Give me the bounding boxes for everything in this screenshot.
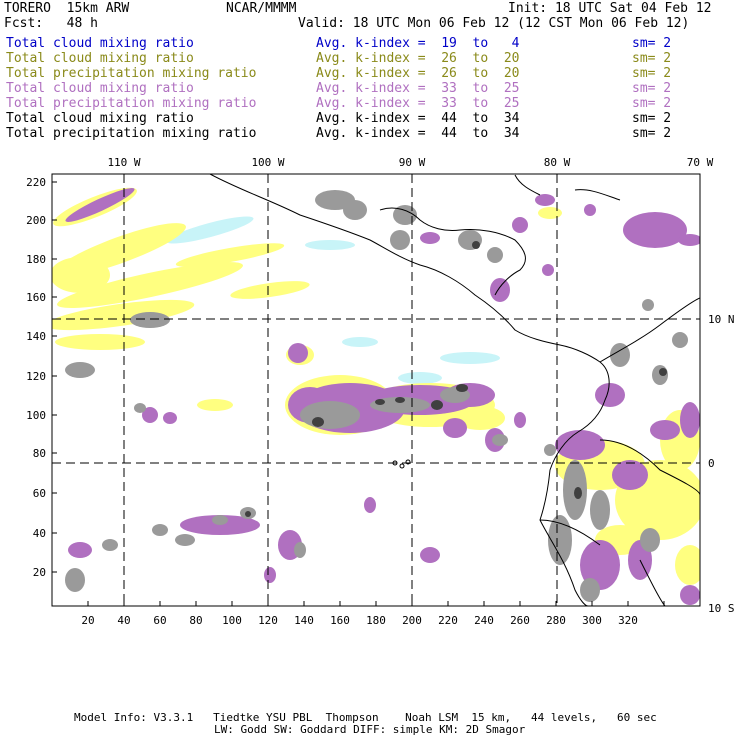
x-tick-label: 200 xyxy=(402,614,422,627)
y-tick-label: 20 xyxy=(33,566,46,579)
x-tick-label: 80 xyxy=(189,614,202,627)
legend-row-sm: sm= 2 xyxy=(632,36,672,51)
x-tick-label: 220 xyxy=(438,614,458,627)
x-tick-label: 320 xyxy=(618,614,638,627)
lat-label: 10 N xyxy=(708,313,735,326)
legend-row-index: Avg. k-index = 44 to 34 xyxy=(316,126,520,141)
y-tick-label: 200 xyxy=(26,214,46,227)
model-info-line2: LW: Godd SW: Goddard DIFF: simple KM: 2D… xyxy=(214,723,526,736)
legend-row-index: Avg. k-index = 33 to 25 xyxy=(316,96,520,111)
legend-row-field: Total precipitation mixing ratio xyxy=(6,66,257,81)
legend-row-field: Total cloud mixing ratio xyxy=(6,111,194,126)
legend-row-field: Total cloud mixing ratio xyxy=(6,36,194,51)
legend-row-index: Avg. k-index = 26 to 20 xyxy=(316,51,520,66)
legend-row-index: Avg. k-index = 33 to 25 xyxy=(316,81,520,96)
legend-row-sm: sm= 2 xyxy=(632,96,672,111)
x-tick-label: 60 xyxy=(153,614,166,627)
x-tick-marks xyxy=(87,601,665,606)
lon-label: 110 W xyxy=(107,156,140,169)
x-tick-label: 280 xyxy=(546,614,566,627)
gray-cloud-layer xyxy=(65,190,688,602)
organization: NCAR/MMMM xyxy=(226,1,297,16)
legend-row-index: Avg. k-index = 26 to 20 xyxy=(316,66,520,81)
lat-label: 10 S xyxy=(708,602,735,615)
y-tick-label: 180 xyxy=(26,253,46,266)
graticule xyxy=(52,174,700,606)
x-tick-label: 120 xyxy=(258,614,278,627)
legend-row-field: Total precipitation mixing ratio xyxy=(6,126,257,141)
legend-row-sm: sm= 2 xyxy=(632,111,672,126)
x-tick-label: 20 xyxy=(81,614,94,627)
legend-row-sm: sm= 2 xyxy=(632,51,672,66)
x-tick-label: 140 xyxy=(294,614,314,627)
x-tick-label: 100 xyxy=(222,614,242,627)
legend-row-index: Avg. k-index = 19 to 4 xyxy=(316,36,520,51)
lon-label: 90 W xyxy=(399,156,426,169)
y-tick-label: 100 xyxy=(26,409,46,422)
init-time: Init: 18 UTC Sat 04 Feb 12 xyxy=(508,1,712,16)
lat-label: 0 xyxy=(708,457,715,470)
forecast-hour: Fcst: 48 h xyxy=(4,16,98,31)
cyan-cloud-layer xyxy=(166,216,500,384)
dark-cloud-cores xyxy=(245,241,667,517)
y-tick-label: 220 xyxy=(26,176,46,189)
x-tick-label: 180 xyxy=(366,614,386,627)
x-tick-label: 40 xyxy=(117,614,130,627)
y-tick-label: 80 xyxy=(33,447,46,460)
legend-row-sm: sm= 2 xyxy=(632,66,672,81)
y-tick-label: 120 xyxy=(26,370,46,383)
x-tick-label: 260 xyxy=(510,614,530,627)
lon-label: 80 W xyxy=(544,156,571,169)
cloud-fields xyxy=(52,174,700,606)
legend-row-field: Total cloud mixing ratio xyxy=(6,81,194,96)
legend-row-field: Total cloud mixing ratio xyxy=(6,51,194,66)
legend-row-index: Avg. k-index = 44 to 34 xyxy=(316,111,520,126)
model-info-line1: Model Info: V3.3.1 Tiedtke YSU PBL Thomp… xyxy=(74,711,657,724)
y-tick-label: 160 xyxy=(26,291,46,304)
y-tick-label: 60 xyxy=(33,487,46,500)
x-tick-label: 300 xyxy=(582,614,602,627)
x-tick-label: 160 xyxy=(330,614,350,627)
y-tick-label: 140 xyxy=(26,330,46,343)
legend-row-sm: sm= 2 xyxy=(632,81,672,96)
valid-time: Valid: 18 UTC Mon 06 Feb 12 (12 CST Mon … xyxy=(298,16,690,31)
x-tick-label: 240 xyxy=(474,614,494,627)
legend-row-field: Total precipitation mixing ratio xyxy=(6,96,257,111)
coastlines xyxy=(209,174,700,606)
lon-label: 100 W xyxy=(251,156,284,169)
lon-label: 70 W xyxy=(687,156,714,169)
y-tick-label: 40 xyxy=(33,527,46,540)
legend-row-sm: sm= 2 xyxy=(632,126,672,141)
model-title: TORERO 15km ARW xyxy=(4,1,130,16)
y-tick-marks xyxy=(52,181,57,573)
